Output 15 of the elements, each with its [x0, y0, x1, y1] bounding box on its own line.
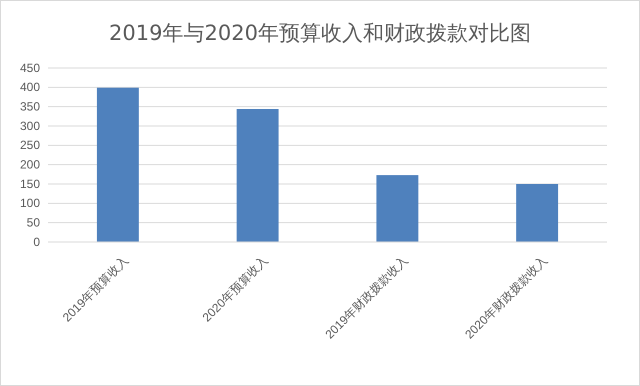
bar — [516, 184, 558, 242]
y-tick-label: 150 — [20, 176, 40, 191]
y-tick-label: 200 — [20, 158, 40, 172]
y-tick-label: 0 — [33, 234, 40, 249]
y-tick-label: 300 — [20, 118, 40, 133]
bar — [96, 88, 139, 242]
y-tick-label: 350 — [20, 100, 40, 114]
y-tick-label: 400 — [20, 80, 40, 94]
y-tick-label: 250 — [20, 138, 40, 152]
chart-title: 2019年与2020年预算收入和财政拨款对比图 — [109, 21, 531, 45]
bar — [376, 175, 418, 242]
y-tick-label: 50 — [26, 216, 40, 230]
y-tick-label: 100 — [20, 196, 40, 210]
y-tick-label: 450 — [20, 60, 40, 75]
bar — [236, 108, 279, 242]
